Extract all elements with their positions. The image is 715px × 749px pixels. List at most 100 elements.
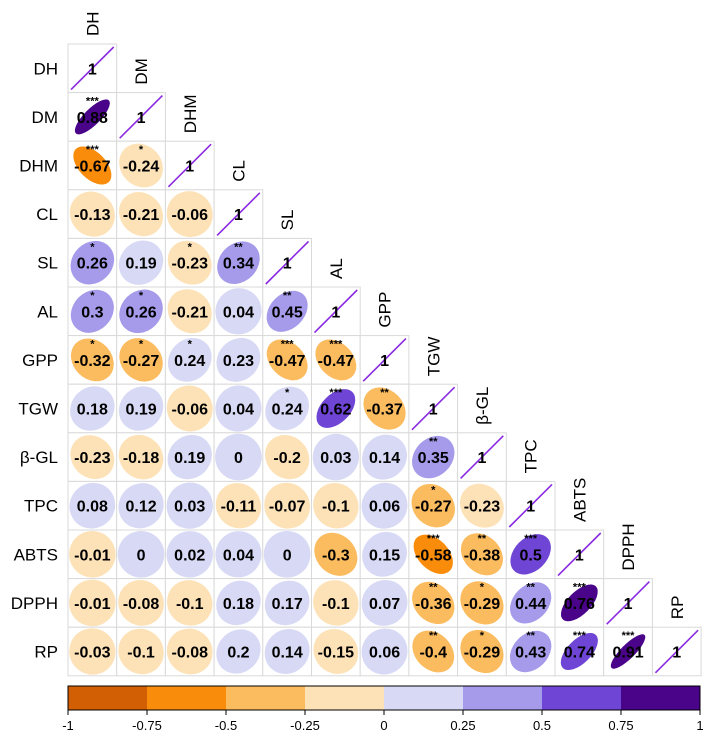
row-labels: DH DM DHM CL SL AL GPP TGW β-GL TPC ABTS DPPH RP (11, 59, 58, 661)
correlation-ellipse (215, 531, 262, 578)
correlation-value: 0.24 (272, 402, 303, 419)
correlation-ellipse (70, 289, 114, 333)
diagonal-line (216, 192, 261, 236)
significance-stars: *** (281, 339, 295, 351)
column-label-abts: ABTS (570, 478, 589, 522)
matrix-cell: 1 (164, 140, 215, 191)
row-label-dh: DH (33, 59, 58, 78)
matrix-cell: 1 (311, 286, 361, 337)
significance-stars: *** (573, 630, 587, 642)
correlation-ellipse (215, 433, 262, 481)
matrix-cell: -0.03 (67, 626, 118, 677)
correlation-value: -0.21 (172, 304, 209, 321)
column-label-al: AL (327, 258, 346, 279)
significance-stars: * (431, 484, 436, 496)
correlation-value: 1 (477, 450, 486, 467)
correlation-value: -0.23 (464, 499, 501, 516)
matrix-cell: -0.13 (67, 189, 118, 239)
matrix-cell: 1 (67, 43, 118, 94)
matrix-cell: 0.17 (262, 578, 312, 628)
correlation-value: 0.19 (125, 402, 156, 419)
matrix-cell: 1 (651, 626, 702, 677)
correlation-value: 0 (137, 547, 146, 564)
correlation-value: -0.58 (415, 547, 452, 564)
correlation-value: -0.11 (221, 499, 257, 516)
row-label-al: AL (37, 302, 58, 321)
diagonal-line (313, 289, 358, 334)
row-label-abts: ABTS (14, 545, 58, 564)
correlation-ellipse (118, 192, 164, 237)
diagonal-line (265, 240, 310, 285)
correlation-value: 0.03 (320, 450, 351, 467)
correlation-value: -0.03 (74, 645, 111, 662)
row-label-tgw: TGW (18, 400, 58, 419)
matrix-cell: -0.29 * (457, 626, 507, 677)
matrix-cell: 0.18 (67, 383, 118, 434)
significance-stars: * (480, 630, 485, 642)
correlation-ellipse (166, 580, 213, 626)
correlation-ellipse (313, 629, 359, 674)
correlation-ellipse (265, 386, 310, 431)
correlation-ellipse (361, 482, 408, 529)
correlation-ellipse (74, 99, 110, 135)
significance-stars: *** (427, 533, 441, 545)
correlation-ellipse (412, 630, 455, 673)
correlation-ellipse (70, 240, 115, 285)
correlation-ellipse (118, 386, 164, 431)
correlation-value: 0.18 (77, 402, 108, 419)
correlation-ellipse (118, 483, 164, 529)
row-label-cl: CL (36, 205, 58, 224)
correlation-ellipse (413, 534, 453, 574)
significance-stars: ** (526, 582, 535, 594)
column-label-cl: CL (229, 160, 248, 182)
diagonal-line (70, 46, 115, 91)
matrix-cell: -0.18 (116, 432, 166, 482)
matrix-cell: -0.27 * (408, 480, 459, 531)
correlation-ellipse (166, 191, 213, 238)
correlation-ellipse (216, 629, 261, 674)
matrix-cell: -0.06 (164, 189, 215, 239)
column-label-dpph: DPPH (619, 523, 638, 570)
correlation-ellipse (215, 385, 262, 432)
correlation-value: 1 (185, 159, 194, 176)
column-label-sl: SL (278, 210, 297, 231)
significance-stars: *** (524, 533, 538, 545)
significance-stars: * (188, 339, 193, 351)
matrix-cell: 0.04 (213, 286, 264, 337)
correlation-ellipse (73, 146, 112, 185)
colorbar-tick-label: 0.75 (608, 718, 633, 733)
column-label--gl: β-GL (473, 387, 492, 425)
matrix-cell: -0.58 *** (408, 529, 459, 580)
correlation-value: 1 (137, 110, 146, 127)
correlation-value: 0 (283, 547, 292, 564)
correlation-ellipse (70, 386, 115, 431)
correlation-value: -0.23 (172, 256, 209, 273)
matrix-cell: 0.2 (213, 626, 264, 677)
correlation-ellipse (509, 630, 552, 673)
matrix-cell: -0.01 (67, 529, 118, 580)
column-labels: DH DM DHM CL SL AL GPP TGW β-GL TPC ABTS DPPH RP (83, 11, 686, 619)
correlation-value: -0.1 (322, 596, 350, 613)
correlation-value: -0.15 (318, 645, 355, 662)
significance-stars: ** (526, 630, 535, 642)
colorbar-segment (147, 686, 226, 710)
correlation-ellipse (69, 191, 115, 237)
colorbar-tick-label: 0 (380, 718, 387, 733)
correlation-ellipse (560, 584, 598, 622)
matrix-cell: 0.34 ** (213, 237, 264, 288)
matrix-cell: -0.1 (311, 578, 361, 628)
diagonal-line (654, 629, 699, 674)
correlation-value: 0.03 (174, 499, 205, 516)
correlation-ellipse (118, 628, 164, 675)
colorbar-segment (542, 686, 621, 710)
matrix-cell: -0.21 (164, 286, 215, 337)
row-label-dhm: DHM (19, 157, 58, 176)
colorbar-segment (305, 686, 384, 710)
significance-stars: *** (573, 582, 587, 594)
correlation-value: 0.44 (515, 596, 546, 613)
correlation-ellipse (411, 483, 455, 528)
matrix-cell: -0.23 (457, 480, 507, 531)
correlation-ellipse (69, 628, 116, 675)
matrix-cell: 0.88 *** (67, 92, 118, 142)
colorbar-segment (226, 686, 305, 710)
